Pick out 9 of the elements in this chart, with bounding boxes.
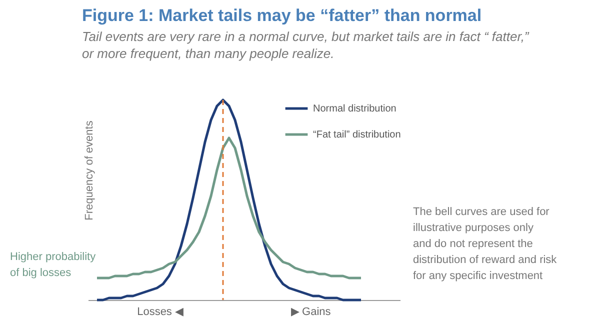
y-axis-title: Frequency of events [84, 120, 96, 220]
legend-label: Normal distribution [313, 104, 396, 114]
text: Losses ◀ [137, 306, 184, 318]
chart-title: Figure 1: Market tails may be “fatter” than normal [82, 6, 482, 25]
legend-label: “Fat tail” distribution [313, 130, 401, 140]
text: The bell curves are used for illustrative purposes only and do not represent the distribution of reward and risk for any specific investment [413, 206, 558, 282]
text: ▶ Gains [291, 306, 332, 318]
chart-subtitle: Tail events are very rare in a normal curve, but market tails are in fact “ fatter,” or more frequent, than many people realize. [82, 29, 530, 61]
annotation: Higher probability of big losses [10, 251, 96, 279]
